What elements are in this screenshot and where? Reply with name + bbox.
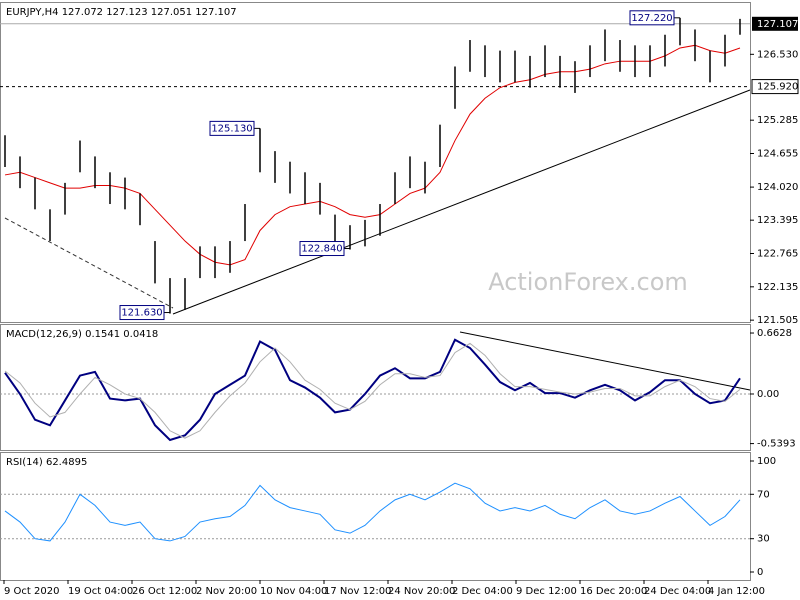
panel-frame: [0, 452, 751, 581]
trend-line: [172, 89, 751, 315]
x-tick-label: 24 Dec 04:00: [644, 586, 711, 597]
y-tick-label: 0: [757, 567, 763, 578]
y-tick-label: 126.530: [757, 49, 798, 60]
y-tick-label: 100: [757, 456, 776, 467]
annotation-box: [299, 241, 345, 257]
current-price-box: [752, 16, 798, 31]
annotation-label: 121.630: [121, 308, 162, 319]
x-tick-label: 10 Nov 04:00: [260, 586, 327, 597]
level-label: 125.920: [757, 82, 798, 93]
x-tick-label: 2 Nov 20:00: [196, 586, 257, 597]
panel-frame: [0, 324, 751, 451]
series-line: [4, 342, 741, 439]
annotation-label: 125.130: [211, 123, 252, 134]
level-label-box: [751, 79, 799, 95]
x-tick-label: 9 Oct 2020: [4, 586, 59, 597]
current-price-label: 127.107: [757, 19, 798, 30]
x-tick-label: 19 Oct 04:00: [68, 586, 133, 597]
x-tick-label: 24 Nov 20:00: [388, 586, 455, 597]
x-tick-label: 26 Oct 12:00: [132, 586, 197, 597]
y-tick-label: 123.395: [757, 215, 798, 226]
y-tick-label: 122.135: [757, 282, 798, 293]
y-tick-label: 125.285: [757, 115, 798, 126]
panel-title: RSI(14) 62.4895: [6, 457, 87, 468]
y-tick-label: 30: [757, 534, 770, 545]
panel-title: MACD(12,26,9) 0.1541 0.0418: [6, 329, 158, 340]
trend-line: [4, 217, 174, 309]
annotation-box: [629, 10, 675, 26]
x-tick-label: 4 Jan 12:00: [708, 586, 765, 597]
annotation-label: 122.840: [301, 244, 342, 255]
series-line: [4, 338, 741, 442]
series-line: [4, 482, 741, 542]
series-line: [4, 44, 741, 266]
trend-line: [459, 331, 751, 391]
y-tick-label: 70: [757, 489, 770, 500]
x-tick-label: 17 Nov 12:00: [324, 586, 391, 597]
y-tick-label: 124.655: [757, 149, 798, 160]
y-tick-label: 0.6628: [757, 328, 792, 339]
y-tick-label: -0.5393: [757, 439, 796, 450]
x-tick-label: 16 Dec 20:00: [580, 586, 647, 597]
annotation-box: [209, 120, 255, 136]
watermark: ActionForex.com: [488, 268, 688, 296]
annotation-label: 127.220: [631, 13, 672, 24]
y-tick-label: 121.505: [757, 315, 798, 326]
y-tick-label: 124.020: [757, 182, 798, 193]
x-tick-label: 2 Dec 04:00: [452, 586, 513, 597]
y-tick-label: 122.765: [757, 248, 798, 259]
annotation-box: [119, 305, 165, 321]
panel-frame: [0, 2, 751, 323]
y-tick-label: 0.00: [757, 389, 779, 400]
panel-title: EURJPY,H4 127.072 127.123 127.051 127.10…: [6, 7, 237, 18]
x-tick-label: 9 Dec 12:00: [516, 586, 577, 597]
